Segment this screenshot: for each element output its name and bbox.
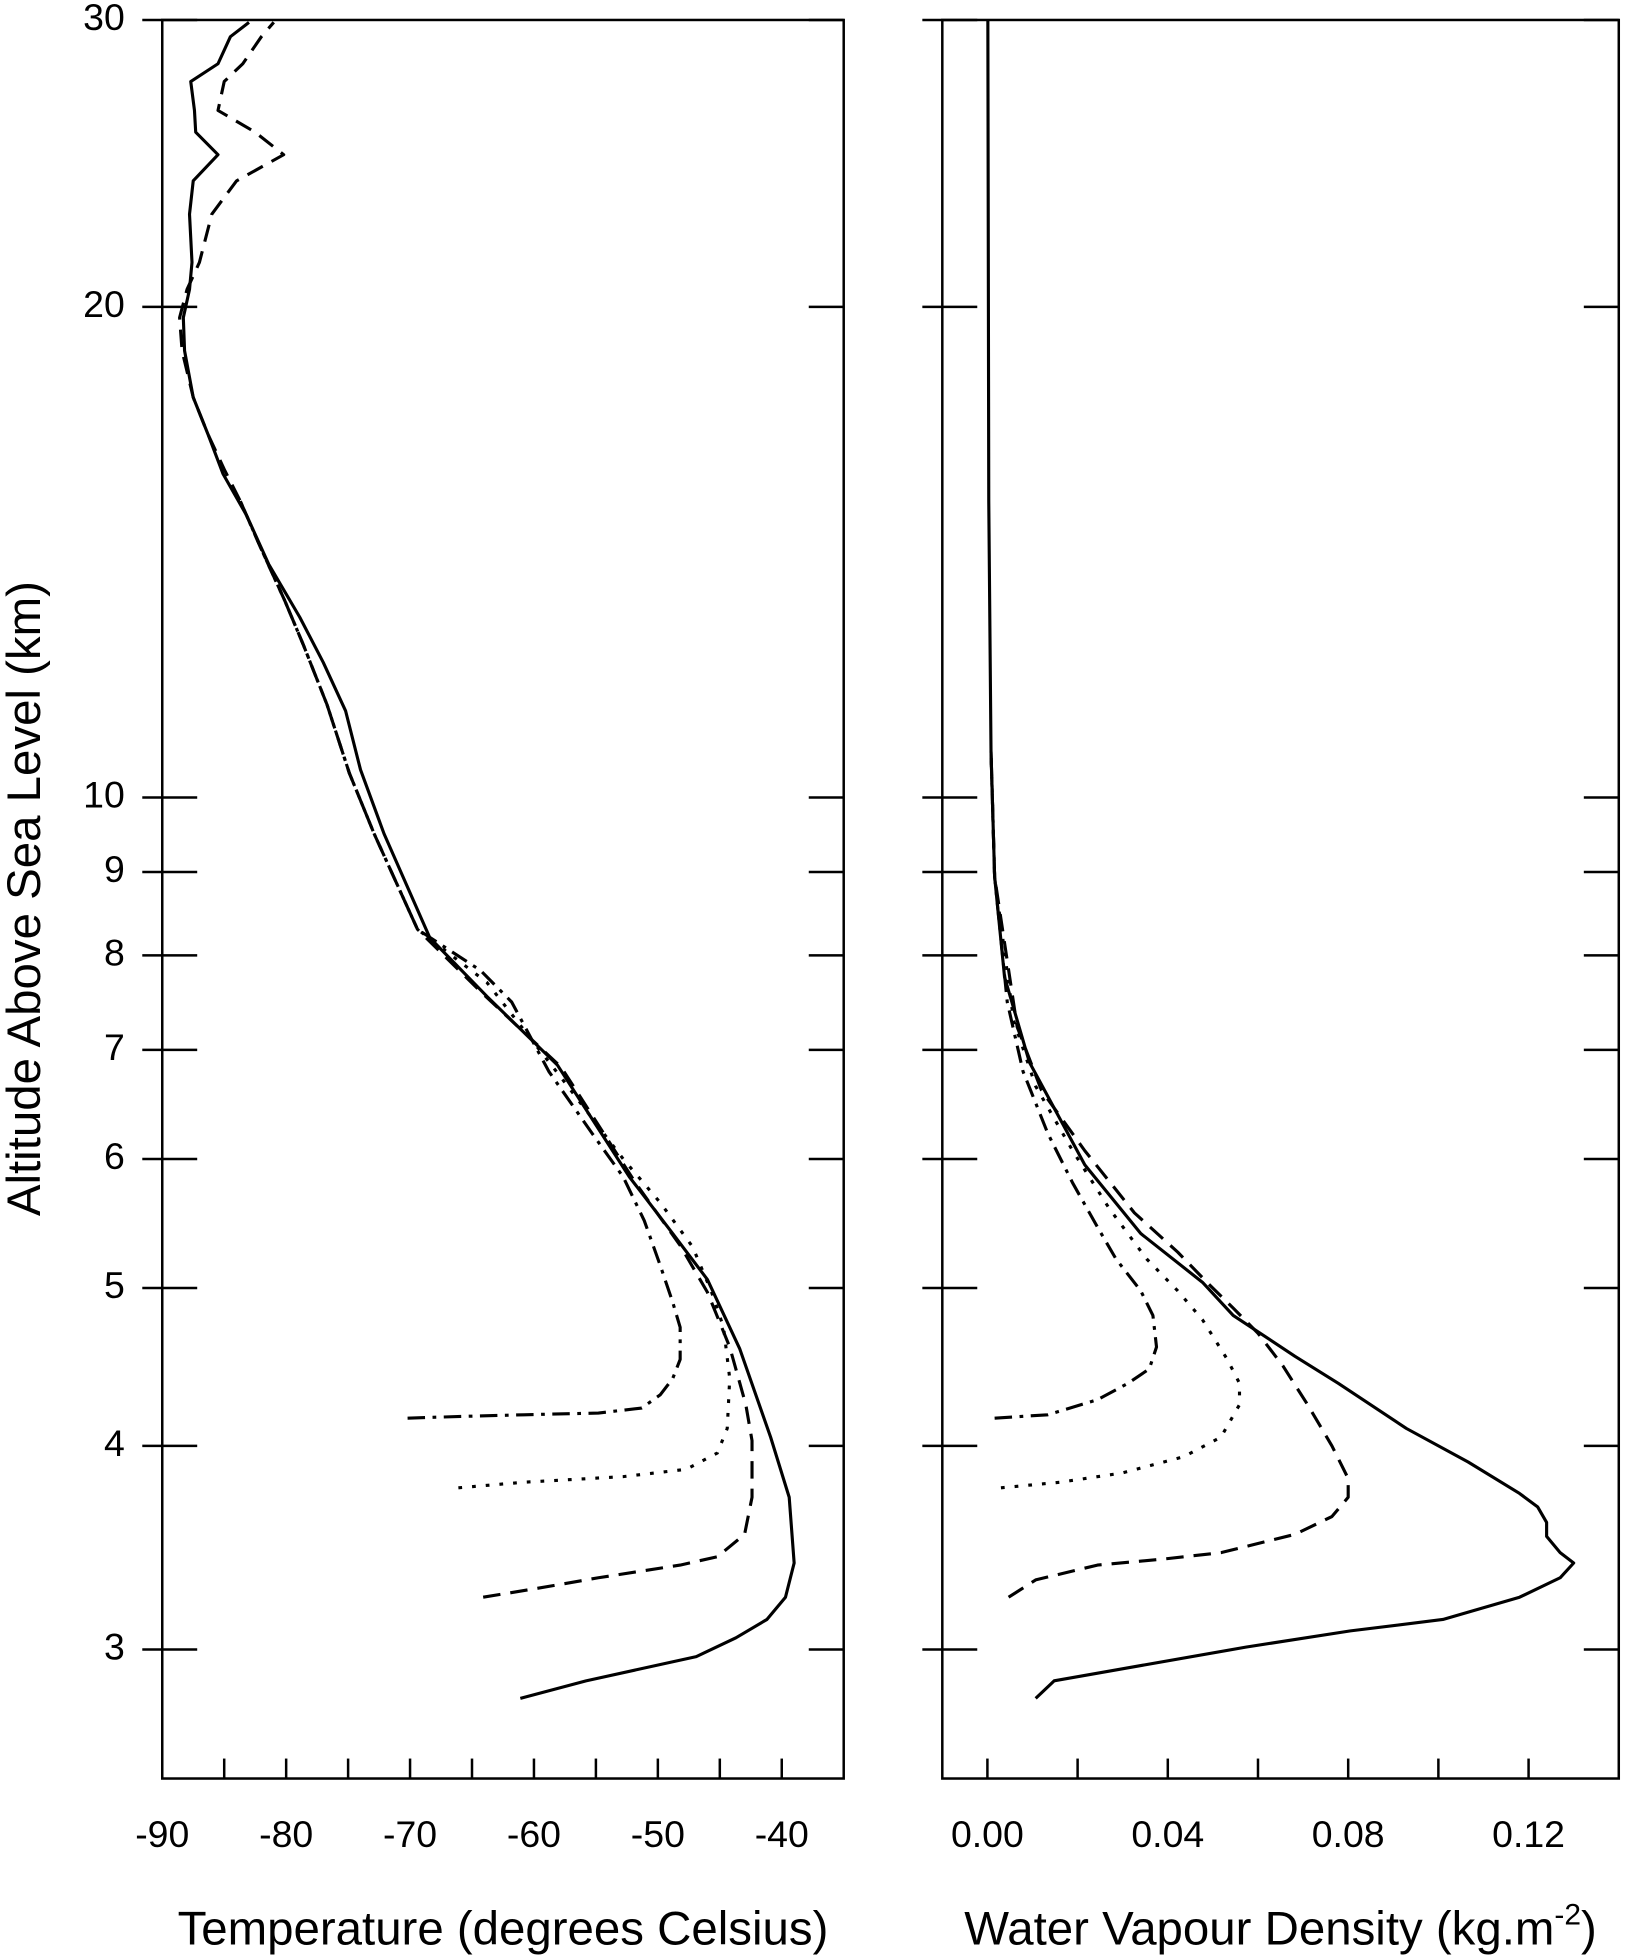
x-tick-label: 0.00 [951, 1813, 1024, 1855]
profile-line [986, 19, 1576, 1700]
profile-line [989, 751, 1159, 1420]
x-tick-label: 0.04 [1131, 1813, 1204, 1855]
profile-line [989, 751, 1350, 1599]
x-axis-title-sup: -2 [1554, 1899, 1581, 1932]
x-tick-label: 0.08 [1312, 1813, 1385, 1855]
x-tick-label: -90 [135, 1813, 189, 1855]
x-tick-label: -60 [507, 1813, 561, 1855]
profile-line [989, 751, 1242, 1490]
y-tick-label: 20 [83, 283, 125, 325]
x-tick-label: -70 [383, 1813, 437, 1855]
profile-line [181, 21, 796, 1700]
profile-line [238, 500, 682, 1420]
y-tick-label: 4 [104, 1422, 125, 1464]
plot-frame [161, 18, 845, 1780]
y-tick-label: 5 [104, 1264, 125, 1306]
y-tick-label: 30 [83, 0, 125, 38]
x-tick-label: -50 [631, 1813, 685, 1855]
x-tick-label: -80 [259, 1813, 313, 1855]
y-tick-label: 7 [104, 1026, 125, 1068]
x-tick-label: -40 [755, 1813, 809, 1855]
x-axis-title-text: Temperature (degrees Celsius) [178, 1903, 829, 1956]
y-tick-label: 3 [104, 1625, 125, 1667]
y-tick-label: 8 [104, 931, 125, 973]
y-tick-label: 9 [104, 848, 125, 890]
y-tick-label: 6 [104, 1135, 125, 1177]
plot-frame [941, 18, 1621, 1780]
x-tick-label: 0.12 [1492, 1813, 1565, 1855]
y-tick-label: 10 [83, 773, 125, 815]
panel: 0.00 0.04 0.08 0.12 Water Vapour Density (kg… [922, 18, 1621, 1956]
x-axis-title: Water Vapour Density (kg.m-2) [964, 1899, 1597, 1956]
x-axis-title-text: Water Vapour Density (kg.m [964, 1903, 1554, 1956]
x-axis-title: Temperature (degrees Celsius) [178, 1903, 829, 1956]
panel: 3 4 5 6 7 8 9 10 20 30 -90 -80 -70 -60 -50 -40 Temperatu… [0, 0, 845, 1956]
y-axis-title: Altitude Above Sea Level (km) [0, 581, 51, 1216]
profile-line [178, 21, 754, 1599]
x-axis-title-end: ) [1581, 1903, 1597, 1956]
